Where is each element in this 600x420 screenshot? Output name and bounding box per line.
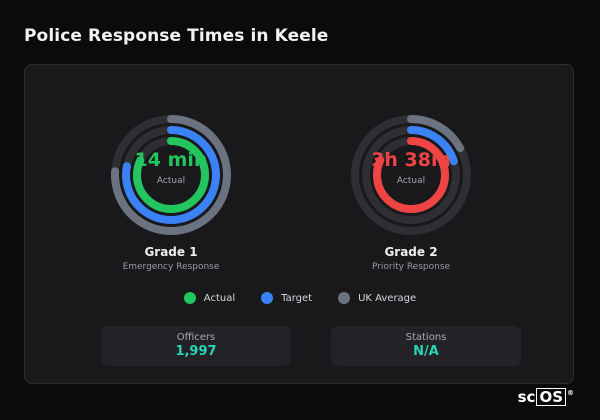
grade-1-title: Grade 1 xyxy=(144,245,198,259)
stat-stations-label: Stations xyxy=(405,332,447,343)
stat-stations-value: N/A xyxy=(413,344,439,359)
legend-dot-actual xyxy=(183,292,196,304)
legend-label-target: Target xyxy=(281,292,313,304)
gauge-grade-2-rings xyxy=(351,115,471,235)
page-title: Police Response Times in Keele xyxy=(24,26,329,46)
gauge-grade-2-actual-ring xyxy=(373,137,449,213)
brand-boxed: OS xyxy=(536,388,566,406)
brand-reg: ® xyxy=(567,389,574,397)
legend-dot-uk-average xyxy=(338,292,351,304)
gauge-grade-2-value: 3h 38m xyxy=(371,149,451,171)
gauge-grade-1-actual-ring xyxy=(133,137,209,213)
stat-officers: Officers 1,997 xyxy=(101,326,291,366)
brand-logo: sc OS ® xyxy=(518,388,574,406)
legend-item-uk-average: UK Average xyxy=(338,292,416,304)
gauge-grade-1-uk-average-ring xyxy=(111,115,231,235)
grade-2-title: Grade 2 xyxy=(384,245,438,259)
legend: Actual Target UK Average xyxy=(25,292,575,304)
grade-1-subtitle: Emergency Response xyxy=(122,262,220,272)
stat-officers-value: 1,997 xyxy=(175,344,217,359)
response-times-card: 14 min Actual Grade 1 Emergency Response… xyxy=(24,64,574,384)
legend-item-target: Target xyxy=(261,292,312,304)
gauge-grade-2: 3h 38m Actual xyxy=(341,105,481,245)
stat-officers-label: Officers xyxy=(176,332,216,343)
gauge-grade-2-target-ring xyxy=(362,126,460,224)
gauge-grade-1: 14 min Actual xyxy=(101,105,241,245)
legend-dot-target xyxy=(261,292,274,304)
legend-item-actual: Actual xyxy=(183,292,236,304)
gauge-grade-2-sub-label: Actual xyxy=(396,176,426,186)
gauge-grade-1-sub-label: Actual xyxy=(156,176,186,186)
legend-label-actual: Actual xyxy=(203,292,236,304)
gauge-grade-2-uk-average-ring xyxy=(351,115,471,235)
brand-prefix: sc xyxy=(517,388,536,406)
legend-label-uk-average: UK Average xyxy=(358,292,417,304)
gauge-grade-1-rings xyxy=(111,115,231,235)
stat-stations: Stations N/A xyxy=(331,326,521,366)
gauge-grade-1-value: 14 min xyxy=(134,149,208,171)
gauge-grade-1-target-ring xyxy=(122,126,220,224)
grade-2-subtitle: Priority Response xyxy=(371,262,451,272)
